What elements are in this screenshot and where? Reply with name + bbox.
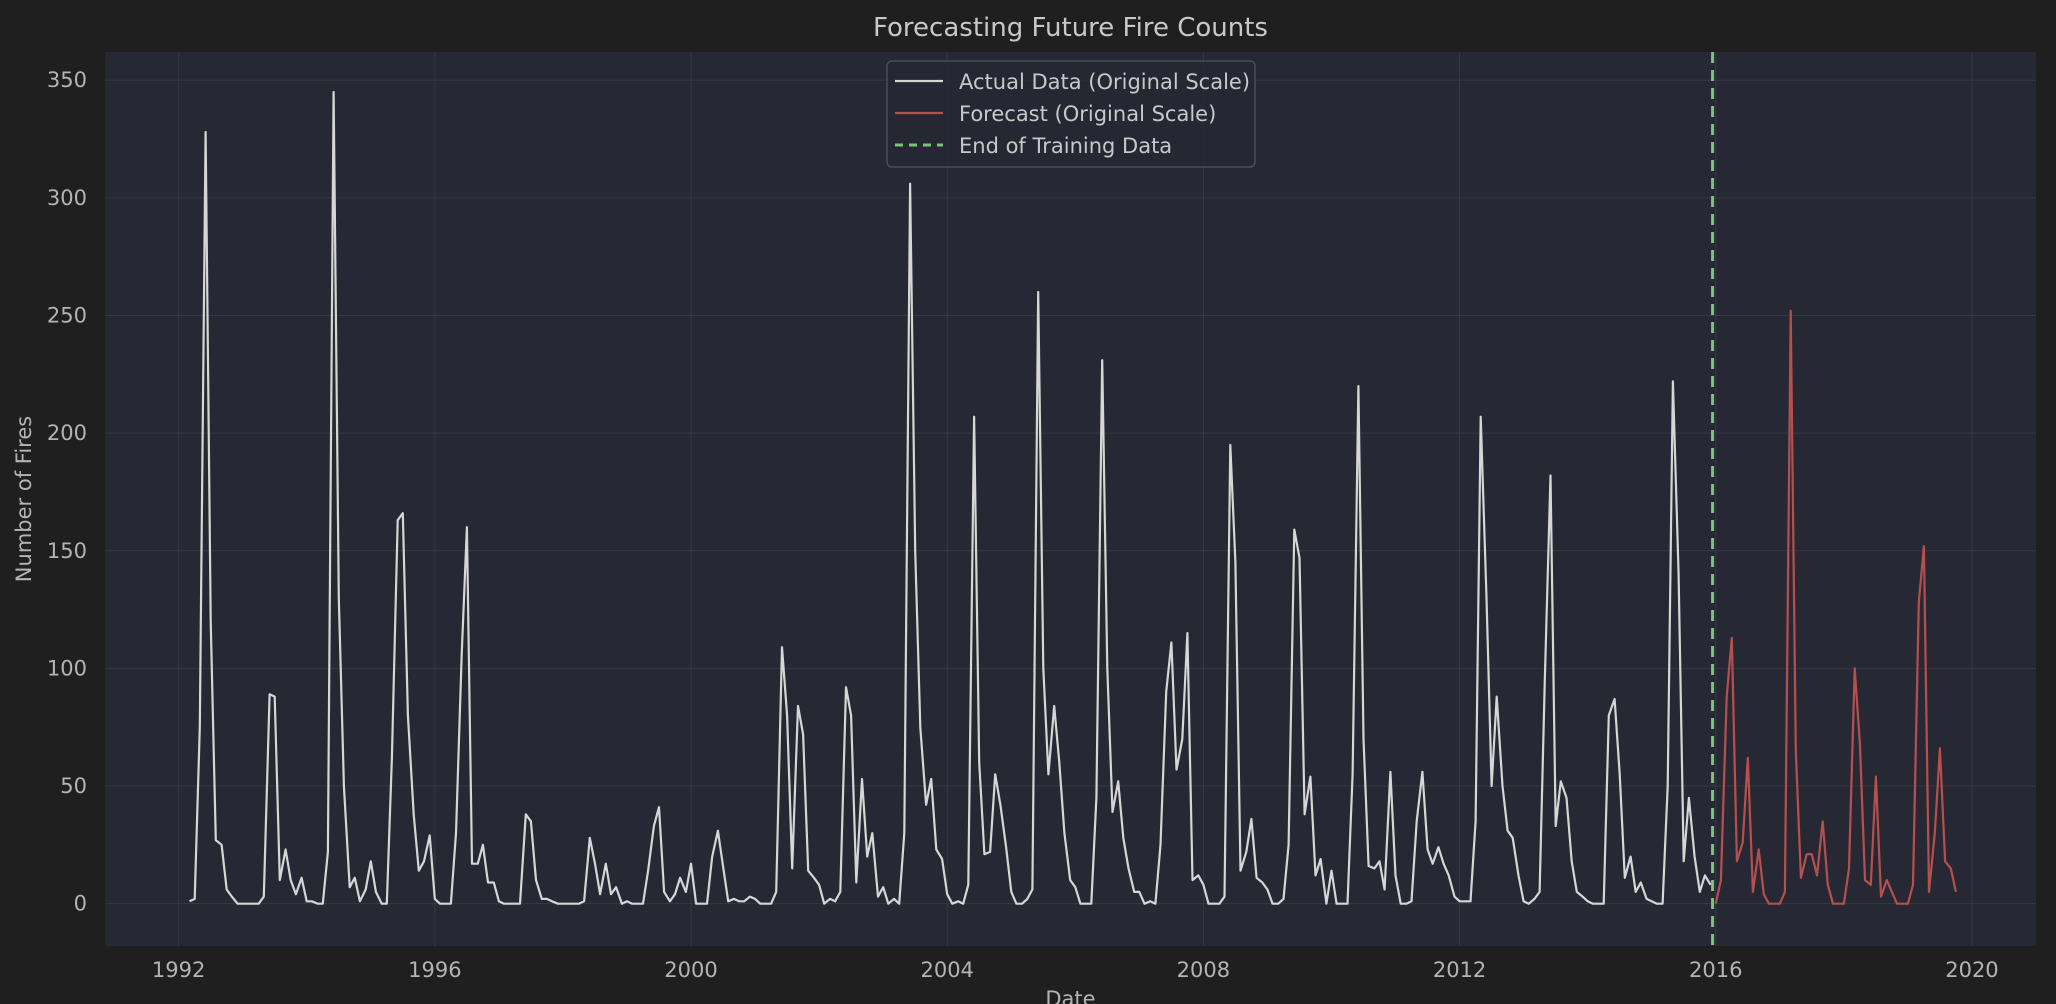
x-tick-label: 2020 — [1945, 958, 1998, 982]
y-tick-label: 300 — [47, 186, 87, 210]
y-tick-label: 350 — [47, 68, 87, 92]
x-tick-label: 2016 — [1689, 958, 1742, 982]
chart-title: Forecasting Future Fire Counts — [873, 13, 1268, 43]
x-tick-label: 2004 — [920, 958, 973, 982]
y-axis-label: Number of Fires — [12, 416, 36, 582]
series-layer — [189, 52, 1957, 946]
legend-box — [886, 60, 1256, 168]
x-tick-label: 2000 — [664, 958, 717, 982]
x-tick-label: 1992 — [152, 958, 205, 982]
x-tick-label: 1996 — [408, 958, 461, 982]
x-tick-label: 2012 — [1433, 958, 1486, 982]
forecast-line — [1714, 309, 1957, 905]
actual-data-line — [189, 90, 1712, 905]
y-tick-label: 50 — [60, 774, 87, 798]
x-tick-label: 2008 — [1177, 958, 1230, 982]
y-tick-label: 250 — [47, 303, 87, 327]
y-axis-ticks: 0 50 100 150 200 250 300 350 — [47, 68, 87, 915]
legend-training-end-label: End of Training Data — [959, 134, 1172, 158]
y-tick-label: 200 — [47, 421, 87, 445]
grid-lines — [105, 52, 2036, 946]
y-tick-label: 150 — [47, 539, 87, 563]
legend-actual-label: Actual Data (Original Scale) — [959, 70, 1250, 94]
x-axis-ticks: 1992 1996 2000 2004 2008 2012 2016 2020 — [152, 958, 1999, 982]
y-tick-label: 0 — [74, 892, 87, 916]
legend-forecast-label: Forecast (Original Scale) — [959, 102, 1216, 126]
plot-area — [105, 52, 2036, 946]
legend: Actual Data (Original Scale) Forecast (Or… — [886, 60, 1256, 168]
x-axis-label: Date — [1045, 987, 1095, 1004]
y-tick-label: 100 — [47, 656, 87, 680]
